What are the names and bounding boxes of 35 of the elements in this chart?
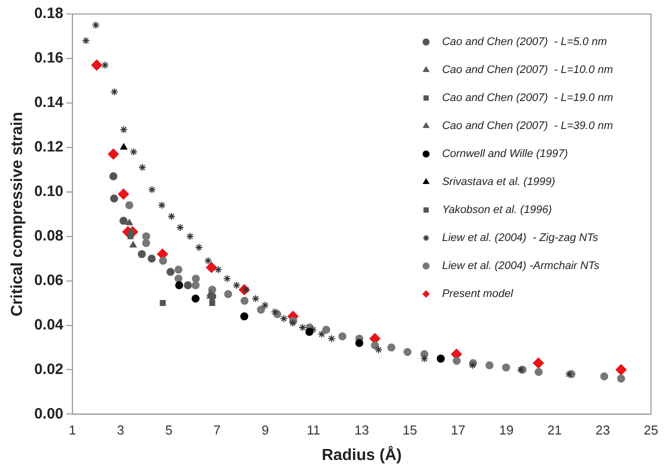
x-tick-label: 13 [354,422,369,438]
x-tick-label: 15 [402,422,418,438]
y-tick-label: 0.00 [34,405,64,422]
x-tick-label: 5 [165,422,172,438]
legend-label: Cao and Chen (2007) - L=5.0 nm [442,36,607,48]
legend-label: Cao and Chen (2007) - L=19.0 nm [442,92,614,104]
y-tick-label: 0.14 [34,94,64,112]
y-tick-label: 0.12 [34,138,64,156]
y-tick-label: 0.02 [34,360,64,378]
x-tick-label: 25 [644,422,658,438]
legend-label: Cao and Chen (2007) - L=39.0 nm [442,120,614,132]
x-tick-label: 3 [116,422,124,438]
x-tick-label: 19 [499,422,514,438]
x-tick-label: 1 [68,422,76,438]
x-tick-label: 21 [547,422,562,438]
y-tick-label: 0.10 [34,183,64,200]
x-tick-label: 9 [262,422,269,438]
y-axis-title: Critical compressive strain [9,112,26,316]
x-tick-label: 11 [306,422,320,438]
y-tick-label: 0.18 [34,5,64,22]
legend-label: Liew et al. (2004) - Zig-zag NTs [442,232,599,244]
x-tick-label: 7 [213,422,221,438]
x-tick-label: 23 [596,422,610,438]
x-tick-label: 17 [450,422,466,438]
legend-label: Srivastava et al. (1999) [442,176,556,188]
legend-label: Cao and Chen (2007) - L=10.0 nm [442,64,614,76]
y-tick-label: 0.08 [34,227,64,244]
x-axis-title: Radius (Å) [322,444,402,464]
legend-label: Present model [442,288,514,300]
legend-label: Yakobson et al. (1996) [442,204,552,216]
y-tick-label: 0.06 [34,272,64,289]
legend-label: Cornwell and Wille (1997) [442,148,568,160]
y-tick-label: 0.04 [34,316,64,334]
y-tick-label: 0.16 [34,50,64,67]
legend-label: Liew et al. (2004) -Armchair NTs [442,260,600,272]
